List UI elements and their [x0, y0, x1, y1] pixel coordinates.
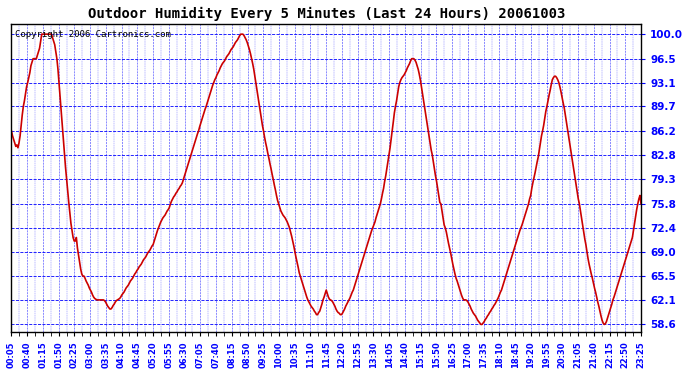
- Title: Outdoor Humidity Every 5 Minutes (Last 24 Hours) 20061003: Outdoor Humidity Every 5 Minutes (Last 2…: [88, 7, 565, 21]
- Text: Copyright 2006 Cartronics.com: Copyright 2006 Cartronics.com: [14, 30, 170, 39]
